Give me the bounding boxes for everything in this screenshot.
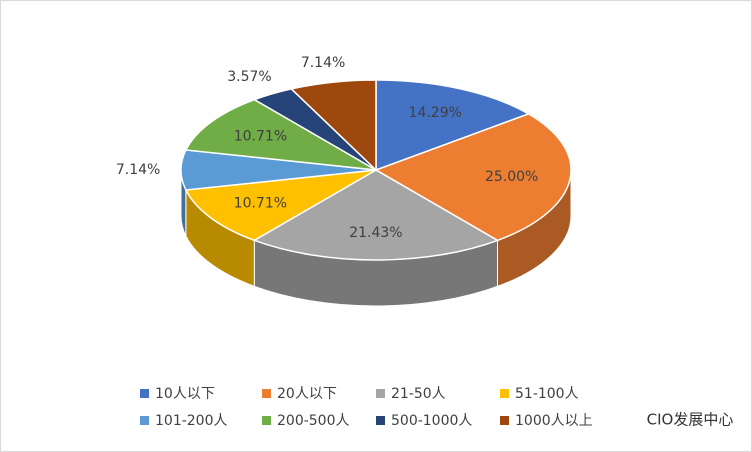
data-label: 21.43% [349,225,402,241]
legend-label: 500-1000人 [391,413,472,429]
legend-label: 1000人以上 [515,413,593,429]
slice [289,79,377,172]
legend-swatch [140,389,149,398]
legend-swatch [140,416,149,425]
legend-swatch [500,389,509,398]
legend-swatch [262,416,271,425]
slice [375,79,531,172]
data-label: 7.14% [116,162,160,178]
data-label: 7.14% [301,55,345,71]
slice [374,113,572,242]
legend-swatch [376,389,385,398]
legend-swatch [262,389,271,398]
legend-swatch [500,416,509,425]
data-label: 3.57% [227,69,271,85]
data-labels: 14.29% 25.00% 21.43% 10.71% 7.14% 10.71% 3.57%… [116,55,538,241]
slice [252,169,500,261]
legend-label: 21-50人 [391,386,446,402]
pie-tops [180,79,572,261]
legend-label: 10人以下 [155,386,215,402]
legend-label: 51-100人 [515,386,579,402]
slice [184,169,377,242]
data-label: 10.71% [234,128,287,144]
legend: 10人以下 20人以下 21-50人 51-100人 101-200人 200-500人 5… [140,386,593,429]
watermark: CIO发展中心 [647,411,734,429]
legend-label: 20人以下 [277,386,337,402]
legend-swatch [376,416,385,425]
data-label: 10.71% [234,195,287,211]
slice [184,98,377,171]
data-label: 25.00% [485,169,538,185]
data-label: 14.29% [409,105,462,121]
legend-label: 200-500人 [277,413,350,429]
legend-label: 101-200人 [155,413,228,429]
